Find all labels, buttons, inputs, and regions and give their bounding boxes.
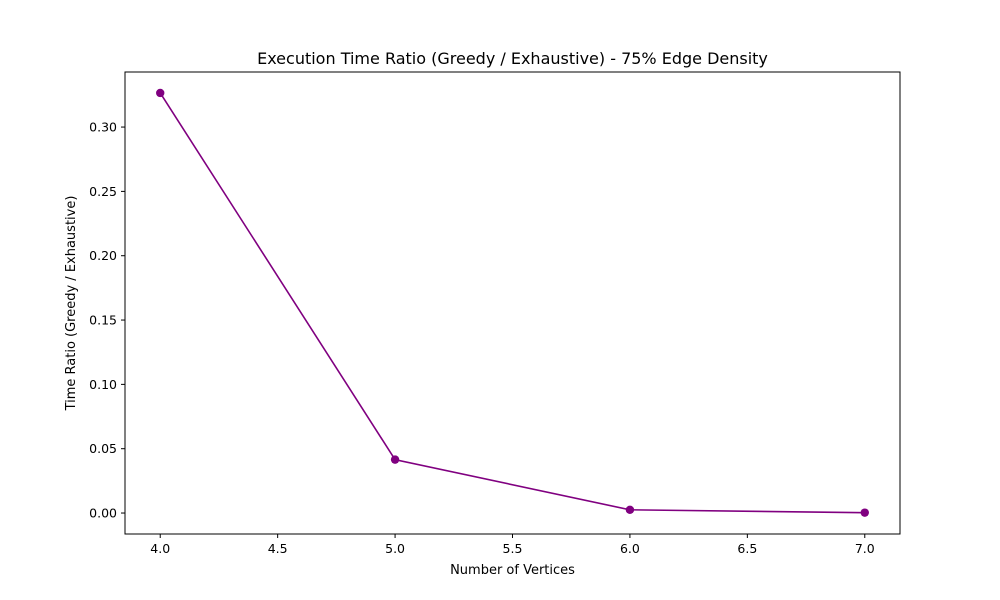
x-tick-label: 7.0 xyxy=(855,541,875,556)
y-axis-label: Time Ratio (Greedy / Exhaustive) xyxy=(64,196,79,412)
x-axis-label: Number of Vertices xyxy=(450,563,575,578)
data-point xyxy=(390,455,400,464)
x-tick-label: 6.5 xyxy=(737,541,757,556)
x-tick-label: 5.5 xyxy=(503,541,523,556)
series-line xyxy=(159,92,865,514)
x-tick-label: 4.5 xyxy=(268,541,288,556)
y-tick-label: 0.10 xyxy=(89,377,117,392)
series-markers xyxy=(156,88,869,517)
data-point xyxy=(860,508,869,517)
data-point xyxy=(156,88,165,98)
y-tick-label: 0.00 xyxy=(89,506,117,521)
y-tick-label: 0.05 xyxy=(89,441,117,456)
y-tick-label: 0.20 xyxy=(89,248,117,263)
y-axis: 0.00 0.05 0.10 0.15 0.20 0.25 0.30 xyxy=(89,120,125,521)
y-tick-label: 0.15 xyxy=(89,313,117,328)
x-tick-label: 6.0 xyxy=(620,541,640,556)
x-axis: 4.0 4.5 5.0 5.5 6.0 6.5 7.0 xyxy=(150,534,875,556)
y-tick-label: 0.25 xyxy=(89,184,117,199)
x-tick-label: 4.0 xyxy=(150,541,170,556)
plot-area xyxy=(124,71,901,535)
y-tick-label: 0.30 xyxy=(89,120,117,135)
x-tick-label: 5.0 xyxy=(385,541,405,556)
chart-title: Execution Time Ratio (Greedy / Exhaustiv… xyxy=(257,49,768,68)
data-point xyxy=(625,505,635,515)
